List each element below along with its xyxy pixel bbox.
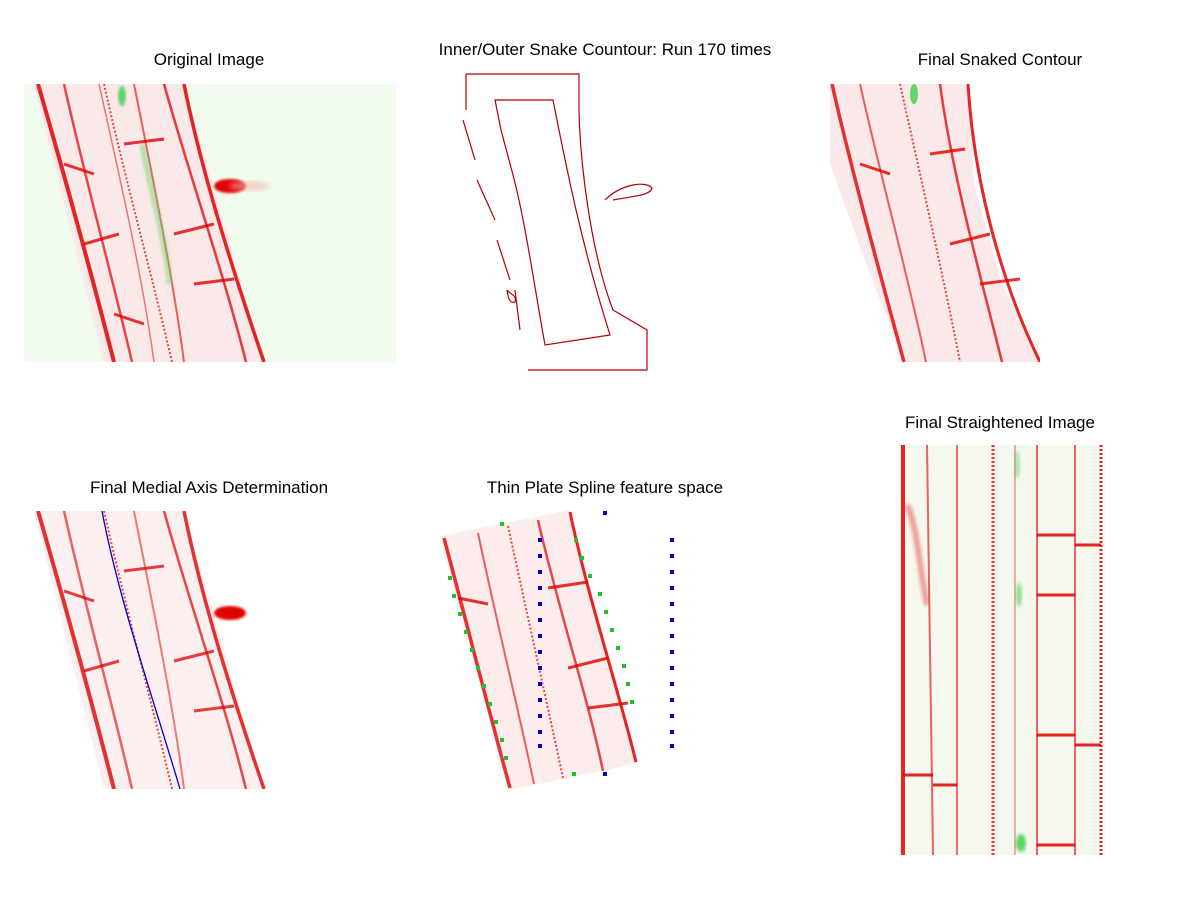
snake-contour-plot xyxy=(462,73,653,371)
panel-title-snake: Inner/Outer Snake Countour: Run 170 time… xyxy=(438,40,772,59)
medial-axis-line xyxy=(101,511,181,789)
original-image xyxy=(24,84,396,362)
tps-feature-space-image xyxy=(440,510,674,790)
panel-title-original: Original Image xyxy=(153,50,265,69)
panel-title-snaked: Final Snaked Contour xyxy=(917,50,1083,69)
straightened-image xyxy=(899,445,1105,855)
medial-axis-image xyxy=(24,511,396,789)
tps-source-points xyxy=(448,522,634,776)
panel-title-tps: Thin Plate Spline feature space xyxy=(486,478,724,497)
tps-target-points xyxy=(538,511,674,776)
snaked-contour-image xyxy=(830,84,1040,362)
panel-title-medial: Final Medial Axis Determination xyxy=(89,478,329,497)
panel-title-straightened: Final Straightened Image xyxy=(905,413,1095,432)
